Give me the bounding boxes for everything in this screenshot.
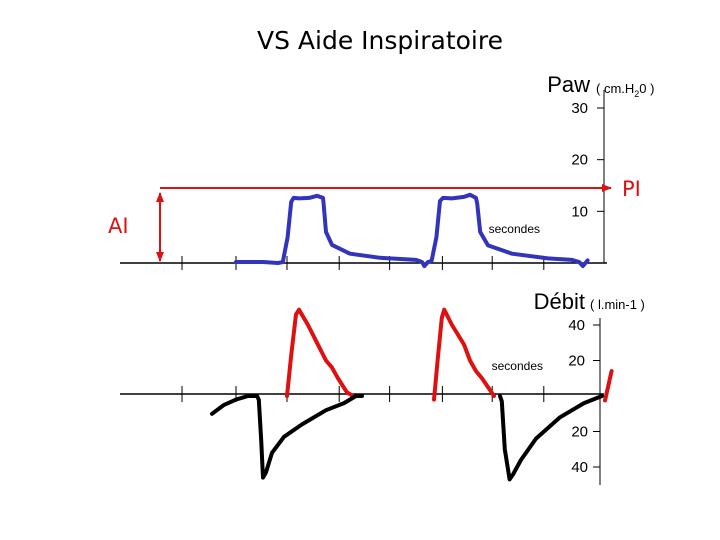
flow-series-line [498,394,604,482]
chart-title: VS Aide Inspiratoire [257,26,503,55]
flow-trace [210,307,614,482]
flow-series-line [603,369,614,403]
pressure-unit-prefix: ( cm.H [596,81,634,96]
ai-annotation: AI [108,214,129,238]
pressure-axis-unit: ( cm.H20 ) [596,81,654,99]
pi-annotation: PI [622,177,641,201]
flow-tick-label: 20 [568,353,585,370]
pressure-tick-label: 30 [571,100,588,117]
flow-axis-label: Débit [534,289,585,314]
flow-tick-label: 20 [571,424,588,441]
flow-tick-label: 40 [571,459,588,476]
pressure-y-axis: 30 20 10 [571,90,605,263]
pressure-axis-label: Paw [547,72,590,97]
pressure-tick-label: 20 [571,152,588,169]
flow-tick-label: 40 [568,317,585,334]
flow-axis-unit: ( l.min-1 ) [590,297,645,312]
flow-series-line [432,307,496,402]
flow-series-line [210,394,364,480]
pressure-series-line [234,192,590,269]
pressure-unit-subscript: 2 [634,89,639,99]
pressure-trace [234,192,590,269]
flow-x-axis-label: secondes [492,359,543,373]
pressure-tick-label: 10 [571,203,588,220]
flow-series-line [285,307,355,398]
pressure-x-axis-label: secondes [489,222,540,236]
flow-y-axis: 40 20 20 40 [568,317,601,485]
pressure-unit-suffix: 0 ) [639,81,654,96]
